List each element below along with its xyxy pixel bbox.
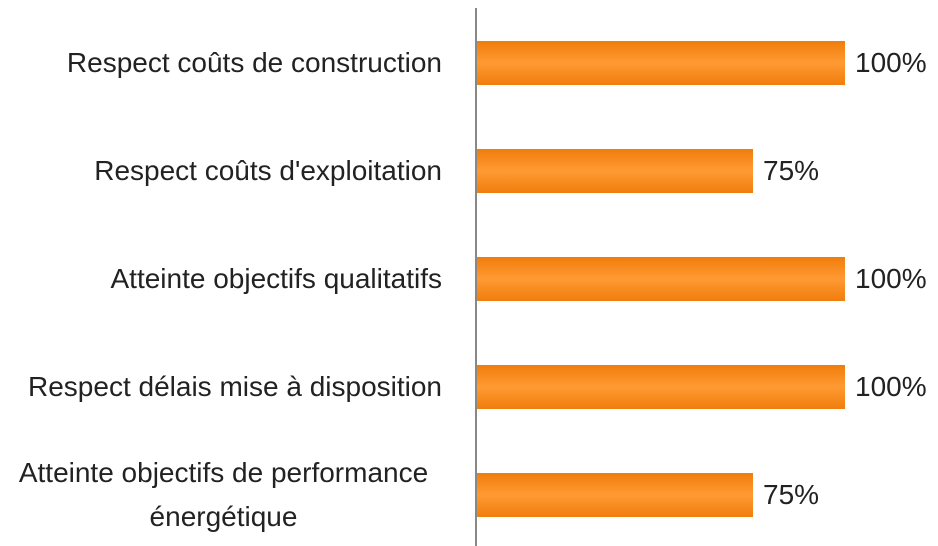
category-label: Atteinte objectifs qualitatifs <box>5 257 442 301</box>
value-label: 100% <box>855 371 927 402</box>
bar <box>477 473 753 517</box>
value-label: 75% <box>763 479 820 510</box>
category-axis <box>475 8 477 546</box>
category-text: Respect coûts d'exploitation <box>94 155 442 186</box>
bar <box>477 365 845 409</box>
category-label: Respect délais mise à disposition <box>5 365 442 409</box>
category-text: Atteinte objectifs de performance énergé… <box>18 457 429 532</box>
category-text: Respect coûts de construction <box>66 47 442 78</box>
category-label: Atteinte objectifs de performance énergé… <box>5 451 442 539</box>
category-label: Respect coûts d'exploitation <box>5 149 442 193</box>
category-text: Atteinte objectifs qualitatifs <box>110 263 442 294</box>
bar <box>477 149 753 193</box>
category-text: Respect délais mise à disposition <box>28 371 442 402</box>
bar <box>477 257 845 301</box>
value-label: 100% <box>855 47 927 78</box>
category-label: Respect coûts de construction <box>5 41 442 85</box>
bar <box>477 41 845 85</box>
value-label: 75% <box>763 155 820 186</box>
value-label: 100% <box>855 263 927 294</box>
